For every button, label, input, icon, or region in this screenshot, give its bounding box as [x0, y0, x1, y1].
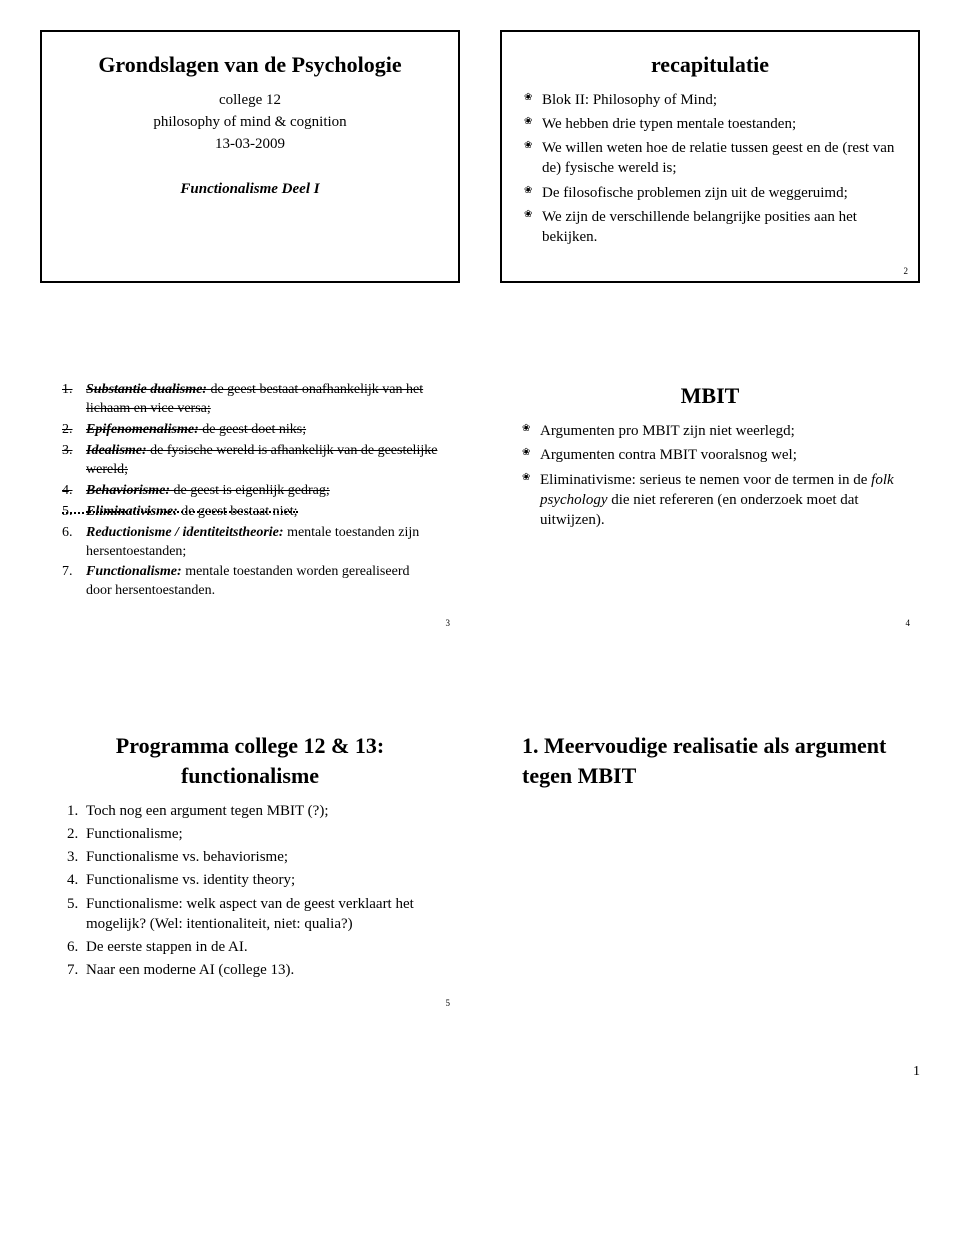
slide-2-number: 2	[904, 265, 909, 277]
slide-2-bullet: We willen weten hoe de relatie tussen ge…	[524, 138, 896, 179]
slide-5-item: Functionalisme: welk aspect van de geest…	[82, 894, 438, 935]
slide-3: 1.Substantie dualisme: de geest bestaat …	[40, 363, 460, 633]
slide-1-line2: philosophy of mind & cognition	[64, 112, 436, 132]
slide-4-title: MBIT	[522, 381, 898, 411]
slide-6: 1. Meervoudige realisatie als argument t…	[500, 713, 920, 1013]
slide-5-item: Functionalisme;	[82, 824, 438, 844]
page-number: 1	[0, 1064, 960, 1100]
slide-3-item: 3.Idealisme: de fysische wereld is afhan…	[62, 442, 438, 480]
slide-5-item: Toch nog een argument tegen MBIT (?);	[82, 801, 438, 821]
slide-2-bullet: We hebben drie typen mentale toestanden;	[524, 114, 896, 134]
slide-2: recapitulatie Blok II: Philosophy of Min…	[500, 30, 920, 283]
slide-4: MBIT Argumenten pro MBIT zijn niet weerl…	[500, 363, 920, 633]
slide-1-line3: 13-03-2009	[64, 134, 436, 154]
handout-page: Grondslagen van de Psychologie college 1…	[0, 0, 960, 1064]
slide-5-list: Toch nog een argument tegen MBIT (?); Fun…	[62, 801, 438, 981]
slide-5-item: Functionalisme vs. identity theory;	[82, 870, 438, 890]
slide-4-bullets: Argumenten pro MBIT zijn niet weerlegd; A…	[522, 421, 898, 530]
slide-3-item: 5.Eliminativisme: de geest bestaat niet;	[62, 503, 438, 522]
slide-2-title: recapitulatie	[524, 50, 896, 80]
slide-5-item: De eerste stappen in de AI.	[82, 937, 438, 957]
slide-3-item: 2.Epifenomenalisme: de geest doet niks;	[62, 421, 438, 440]
slide-3-item: 4.Behaviorisme: de geest is eigenlijk ge…	[62, 482, 438, 501]
row-1: Grondslagen van de Psychologie college 1…	[40, 30, 920, 283]
slide-4-bullet: Argumenten contra MBIT vooralsnog wel;	[522, 445, 898, 465]
row-2: 1.Substantie dualisme: de geest bestaat …	[40, 363, 920, 633]
slide-2-bullet: Blok II: Philosophy of Mind;	[524, 90, 896, 110]
slide-4-number: 4	[906, 617, 911, 629]
slide-1-line1: college 12	[64, 90, 436, 110]
slide-5-item: Naar een moderne AI (college 13).	[82, 960, 438, 980]
slide-1-subtitle-block: college 12 philosophy of mind & cognitio…	[64, 90, 436, 199]
slide-1-line4: Functionalisme Deel I	[64, 179, 436, 199]
slide-3-number: 3	[446, 617, 451, 629]
slide-4-bullet: Argumenten pro MBIT zijn niet weerlegd;	[522, 421, 898, 441]
slide-5-item: Functionalisme vs. behaviorisme;	[82, 847, 438, 867]
slide-2-bullets: Blok II: Philosophy of Mind; We hebben dr…	[524, 90, 896, 248]
slide-2-bullet: De filosofische problemen zijn uit de we…	[524, 183, 896, 203]
slide-1: Grondslagen van de Psychologie college 1…	[40, 30, 460, 283]
slide-4-bullet: Eliminativisme: serieus te nemen voor de…	[522, 470, 898, 531]
slide-5: Programma college 12 & 13: functionalism…	[40, 713, 460, 1013]
row-3: Programma college 12 & 13: functionalism…	[40, 713, 920, 1013]
slide-2-bullet: We zijn de verschillende belangrijke pos…	[524, 207, 896, 248]
slide-5-title: Programma college 12 & 13: functionalism…	[62, 731, 438, 790]
slide-3-item: 7.Functionalisme: mentale toestanden wor…	[62, 563, 438, 601]
slide-5-number: 5	[446, 997, 451, 1009]
slide-1-title: Grondslagen van de Psychologie	[64, 50, 436, 80]
slide-3-item: 1.Substantie dualisme: de geest bestaat …	[62, 381, 438, 419]
slide-3-item: 6.Reductionisme / identiteitstheorie: me…	[62, 524, 438, 562]
slide-3-list: 1.Substantie dualisme: de geest bestaat …	[62, 381, 438, 601]
slide-6-title: 1. Meervoudige realisatie als argument t…	[522, 731, 898, 790]
